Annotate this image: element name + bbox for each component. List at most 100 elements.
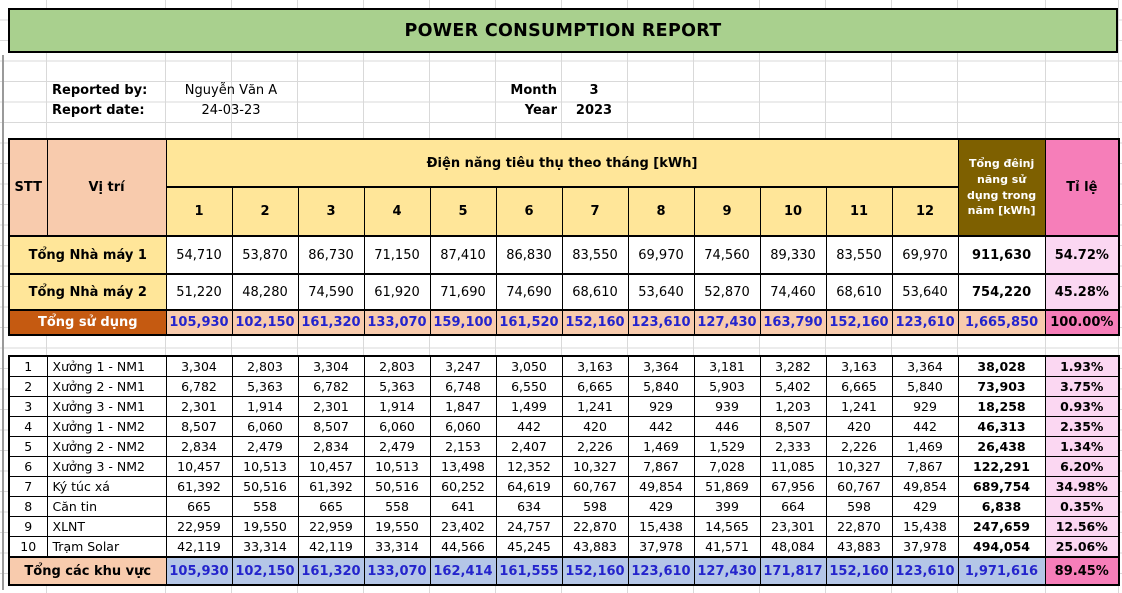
month-value-cell[interactable]: 45,245 [495,536,563,558]
month-value-cell[interactable]: 102,150 [231,309,299,336]
month-value-cell[interactable]: 60,767 [561,476,629,497]
month-value-cell[interactable]: 123,610 [627,556,695,586]
month-value-cell[interactable]: 161,520 [495,309,563,336]
month-value-cell[interactable]: 71,150 [363,235,431,275]
month-value-cell[interactable]: 50,516 [363,476,431,497]
month-value-cell[interactable]: 42,119 [297,536,365,558]
month-value-cell[interactable]: 23,402 [429,516,497,537]
ratio-cell[interactable]: 34.98% [1044,476,1120,497]
month-value-cell[interactable]: 7,028 [693,456,761,477]
month-value-cell[interactable]: 10,513 [363,456,431,477]
month-value-cell[interactable]: 1,241 [825,396,893,417]
month-value-cell[interactable]: 162,414 [429,556,497,586]
month-value-cell[interactable]: 1,914 [231,396,299,417]
month-value-cell[interactable]: 8,507 [759,416,827,437]
month-value-cell[interactable]: 49,854 [627,476,695,497]
month-value-cell[interactable]: 665 [165,496,233,517]
month-value-cell[interactable]: 22,870 [825,516,893,537]
month-value-cell[interactable]: 11,085 [759,456,827,477]
location-cell[interactable]: Xưởng 3 - NM2 [46,456,167,477]
month-value-cell[interactable]: 74,560 [693,235,761,275]
month-value-cell[interactable]: 5,903 [693,376,761,397]
month-col-header[interactable]: 11 [825,186,893,237]
month-value-cell[interactable]: 19,550 [231,516,299,537]
month-value-cell[interactable]: 2,479 [363,436,431,457]
month-value-cell[interactable]: 60,767 [825,476,893,497]
month-value-cell[interactable]: 83,550 [825,235,893,275]
location-cell[interactable]: Ký túc xá [46,476,167,497]
month-value-cell[interactable]: 53,640 [627,273,695,311]
month-value-cell[interactable]: 49,854 [891,476,959,497]
year-total-cell[interactable]: 38,028 [957,355,1046,377]
month-value-cell[interactable]: 442 [495,416,563,437]
month-value-cell[interactable]: 51,869 [693,476,761,497]
month-value-cell[interactable]: 69,970 [891,235,959,275]
year-total-cell[interactable]: 46,313 [957,416,1046,437]
year-total-cell[interactable]: 689,754 [957,476,1046,497]
month-value-cell[interactable]: 53,870 [231,235,299,275]
month-value-cell[interactable]: 6,665 [561,376,629,397]
month-value-cell[interactable]: 8,507 [165,416,233,437]
month-value-cell[interactable]: 1,241 [561,396,629,417]
month-value-cell[interactable]: 68,610 [825,273,893,311]
year-total-cell[interactable]: 1,665,850 [957,309,1046,336]
month-col-header[interactable]: 9 [693,186,761,237]
month-value-cell[interactable]: 12,352 [495,456,563,477]
month-value-cell[interactable]: 429 [627,496,695,517]
month-value-cell[interactable]: 1,469 [627,436,695,457]
ratio-cell[interactable]: 25.06% [1044,536,1120,558]
month-value-cell[interactable]: 2,803 [231,355,299,377]
stt-cell[interactable]: 5 [8,436,48,457]
month-value-cell[interactable]: 6,060 [429,416,497,437]
month-value-cell[interactable]: 64,619 [495,476,563,497]
month-value-cell[interactable]: 442 [891,416,959,437]
month-value-cell[interactable]: 161,555 [495,556,563,586]
month-col-header[interactable]: 3 [297,186,365,237]
month-value-cell[interactable]: 5,363 [363,376,431,397]
month-value-cell[interactable]: 152,160 [561,309,629,336]
ratio-cell[interactable]: 0.93% [1044,396,1120,417]
year-total-cell[interactable]: 494,054 [957,536,1046,558]
year-total-column-header[interactable]: Tổng đêinj năng sử dụng trong năm [kWh] [957,138,1046,237]
month-value-cell[interactable]: 61,392 [297,476,365,497]
month-value-cell[interactable]: 60,252 [429,476,497,497]
stt-cell[interactable]: 10 [8,536,48,558]
month-value-cell[interactable]: 15,438 [627,516,695,537]
month-value-cell[interactable]: 105,930 [165,309,233,336]
month-value-cell[interactable]: 3,304 [165,355,233,377]
ratio-cell[interactable]: 45.28% [1044,273,1120,311]
reported-by-value[interactable]: Nguyễn Văn A [184,83,278,98]
stt-column-header[interactable]: STT [8,138,48,237]
month-value-cell[interactable]: 5,363 [231,376,299,397]
year-total-cell[interactable]: 247,659 [957,516,1046,537]
stt-cell[interactable]: 3 [8,396,48,417]
month-value-cell[interactable]: 6,060 [231,416,299,437]
month-value-cell[interactable]: 3,163 [561,355,629,377]
month-value-cell[interactable]: 133,070 [363,556,431,586]
month-value-cell[interactable]: 442 [627,416,695,437]
month-value-cell[interactable]: 14,565 [693,516,761,537]
month-value-cell[interactable]: 558 [363,496,431,517]
ratio-cell[interactable]: 6.20% [1044,456,1120,477]
month-value-cell[interactable]: 2,301 [165,396,233,417]
reported-by-label[interactable]: Reported by: [52,83,148,98]
month-value-cell[interactable]: 10,327 [561,456,629,477]
month-value-cell[interactable]: 152,160 [825,309,893,336]
month-col-header[interactable]: 8 [627,186,695,237]
month-value-cell[interactable]: 159,100 [429,309,497,336]
ratio-cell[interactable]: 1.34% [1044,436,1120,457]
month-value-cell[interactable]: 22,870 [561,516,629,537]
month-value-cell[interactable]: 3,304 [297,355,365,377]
month-value-cell[interactable]: 50,516 [231,476,299,497]
month-value-cell[interactable]: 399 [693,496,761,517]
year-total-cell[interactable]: 18,258 [957,396,1046,417]
month-value-cell[interactable]: 127,430 [693,556,761,586]
month-value-cell[interactable]: 10,513 [231,456,299,477]
month-value-cell[interactable]: 161,320 [297,556,365,586]
month-value-cell[interactable]: 6,782 [165,376,233,397]
location-column-header[interactable]: Vị trí [46,138,167,237]
month-value-cell[interactable]: 2,226 [561,436,629,457]
stt-cell[interactable]: 7 [8,476,48,497]
month-value-cell[interactable]: 37,978 [627,536,695,558]
month-value-cell[interactable]: 3,247 [429,355,497,377]
